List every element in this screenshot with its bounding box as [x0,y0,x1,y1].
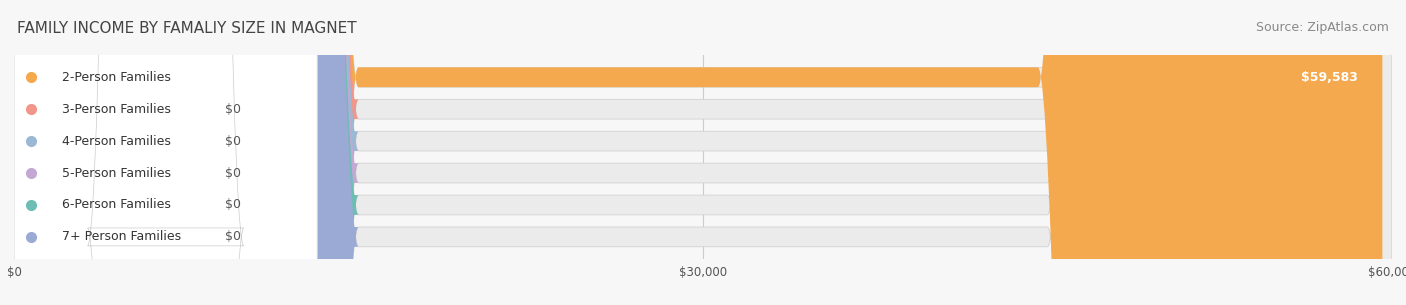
FancyBboxPatch shape [14,0,318,305]
FancyBboxPatch shape [14,0,318,305]
Text: Source: ZipAtlas.com: Source: ZipAtlas.com [1256,21,1389,34]
Text: FAMILY INCOME BY FAMALIY SIZE IN MAGNET: FAMILY INCOME BY FAMALIY SIZE IN MAGNET [17,21,357,36]
FancyBboxPatch shape [14,0,318,305]
FancyBboxPatch shape [14,0,1392,305]
FancyBboxPatch shape [0,0,359,305]
Text: 5-Person Families: 5-Person Families [62,167,172,180]
FancyBboxPatch shape [14,0,1392,305]
Text: $0: $0 [225,230,240,243]
Text: 3-Person Families: 3-Person Families [62,103,172,116]
FancyBboxPatch shape [14,0,1382,305]
Text: $0: $0 [225,167,240,180]
FancyBboxPatch shape [0,0,359,305]
FancyBboxPatch shape [14,0,318,305]
Text: 4-Person Families: 4-Person Families [62,135,172,148]
FancyBboxPatch shape [14,0,1392,305]
FancyBboxPatch shape [14,0,1392,305]
Text: $0: $0 [225,199,240,211]
FancyBboxPatch shape [0,0,359,305]
FancyBboxPatch shape [0,0,359,305]
FancyBboxPatch shape [14,0,1392,305]
FancyBboxPatch shape [0,0,359,305]
Text: $0: $0 [225,135,240,148]
Text: 7+ Person Families: 7+ Person Families [62,230,181,243]
Text: $59,583: $59,583 [1301,71,1358,84]
FancyBboxPatch shape [14,0,318,305]
FancyBboxPatch shape [14,0,1392,305]
Text: 2-Person Families: 2-Person Families [62,71,172,84]
Text: 6-Person Families: 6-Person Families [62,199,172,211]
Text: $0: $0 [225,103,240,116]
FancyBboxPatch shape [14,0,318,305]
